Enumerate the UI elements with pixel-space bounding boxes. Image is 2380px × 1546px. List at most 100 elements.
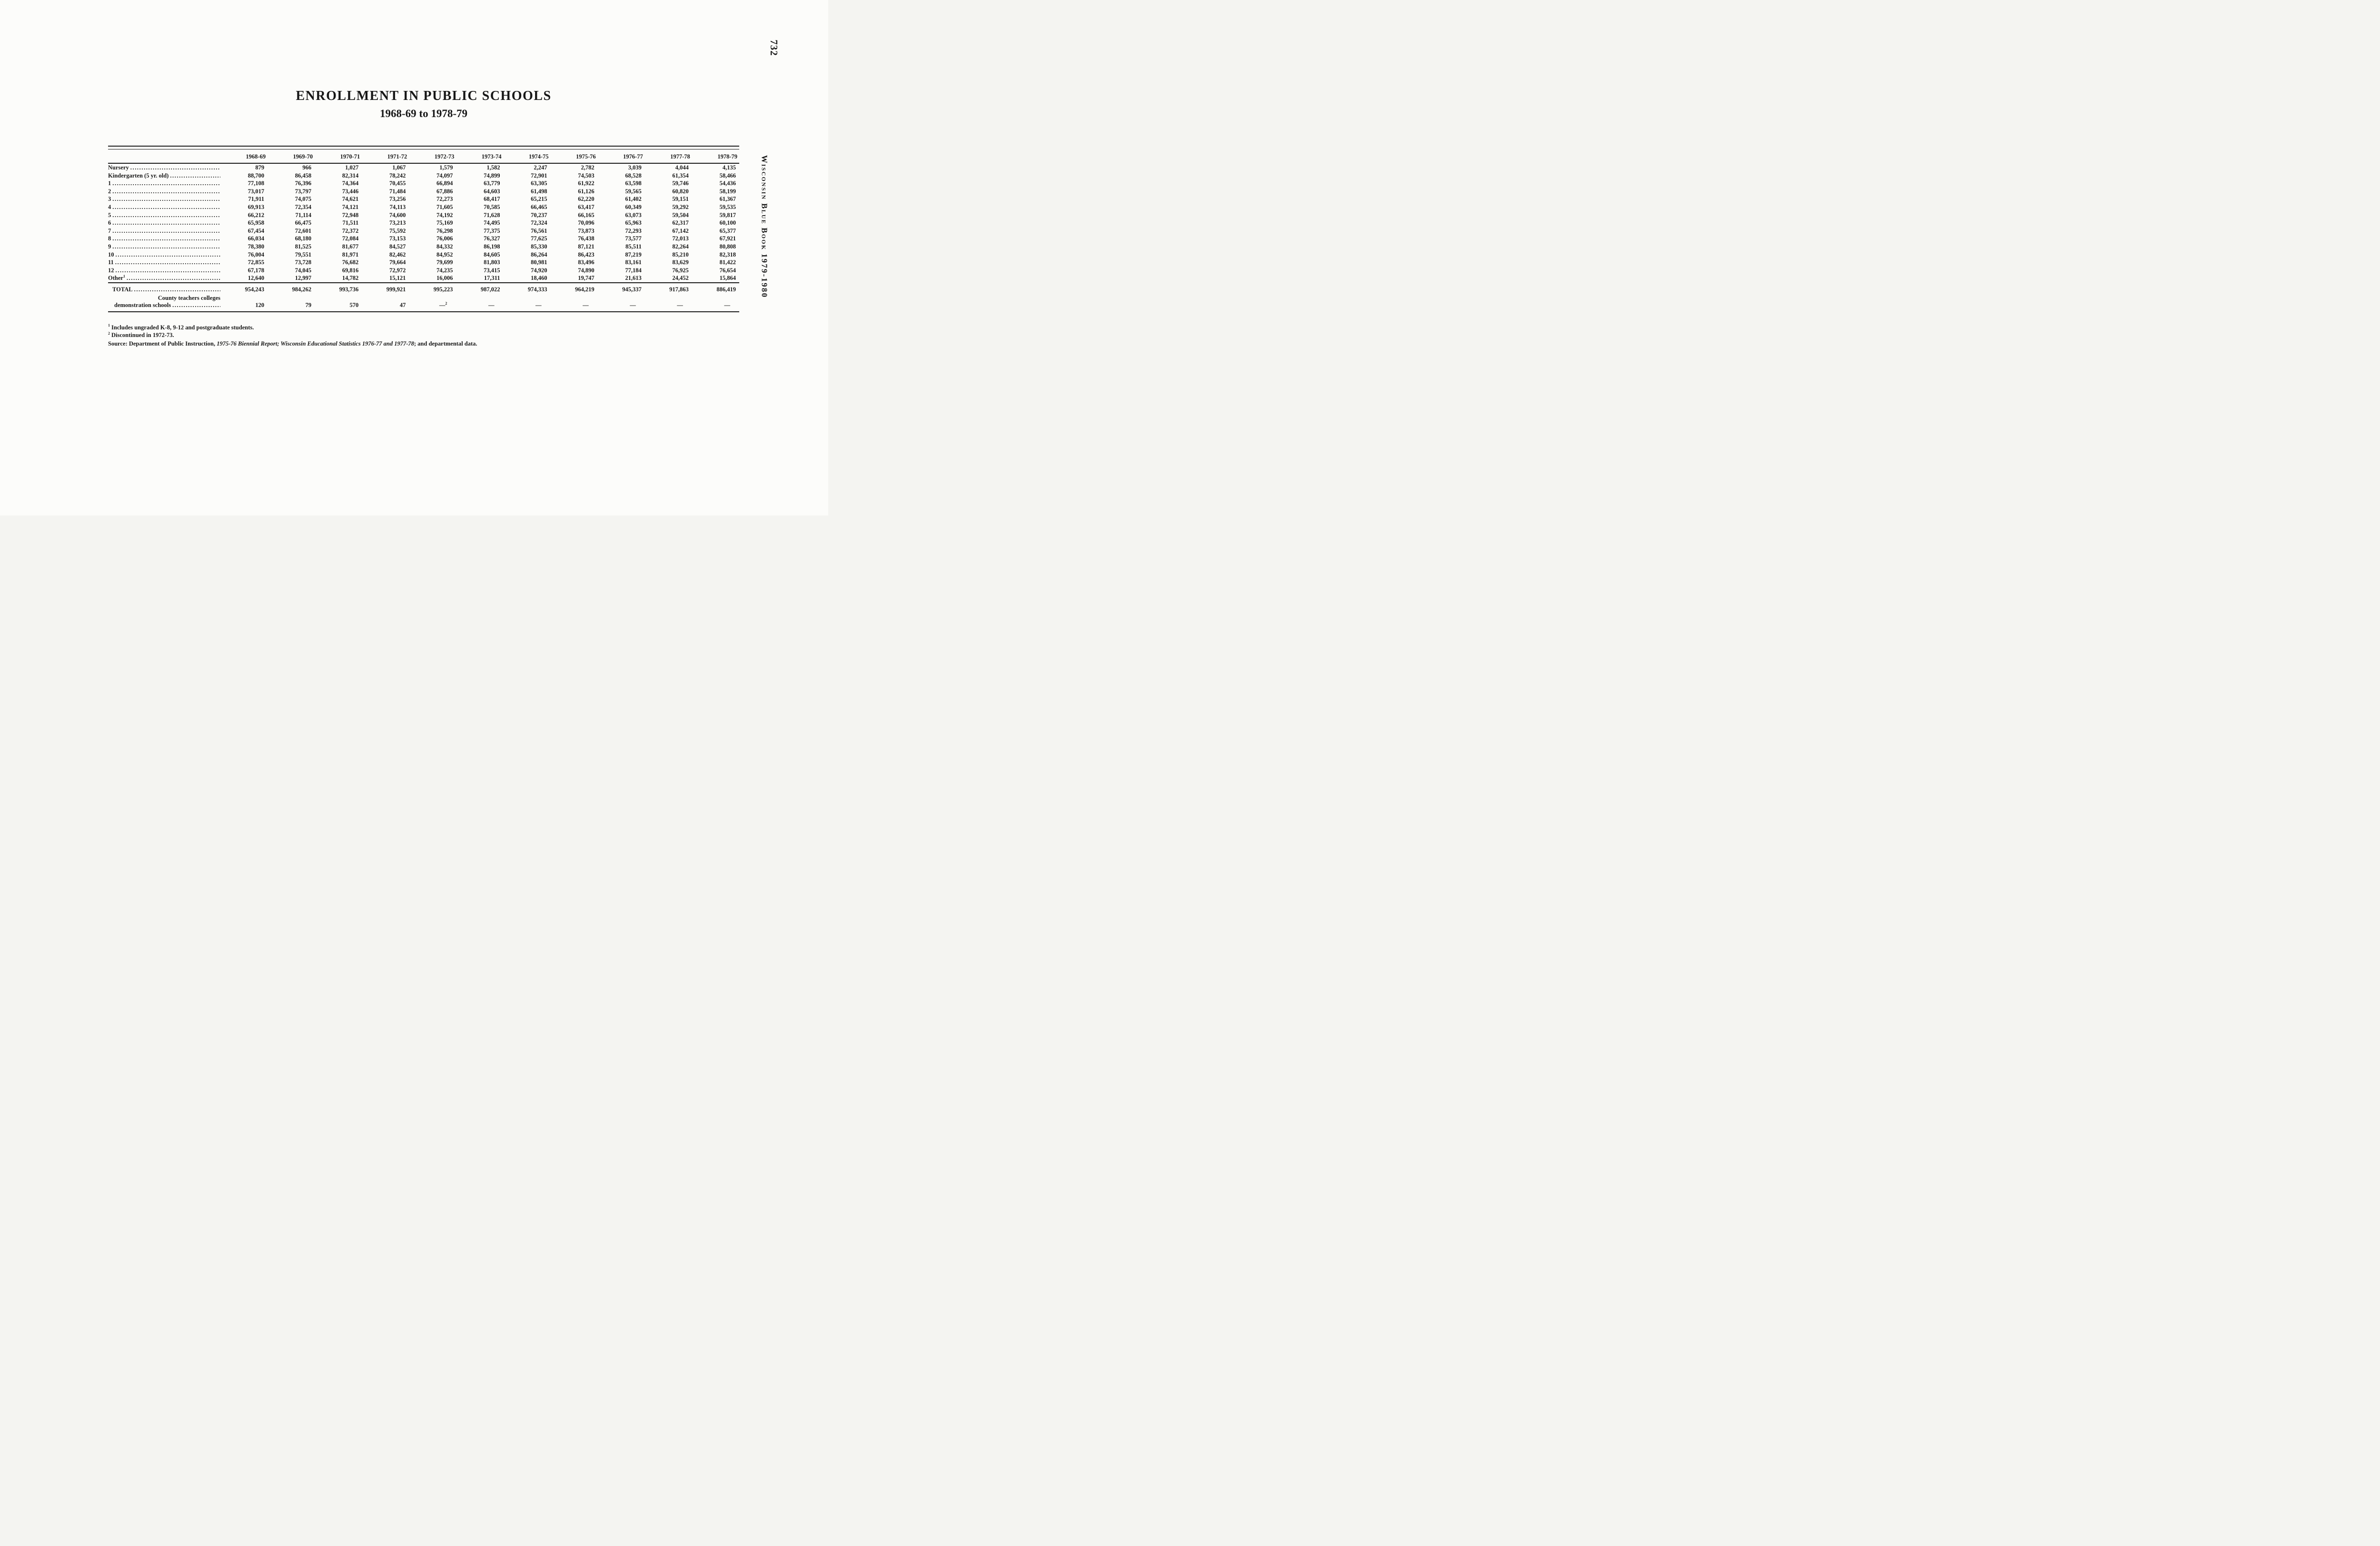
table-row: 11......................................… bbox=[108, 258, 739, 267]
row-label: 9 bbox=[108, 243, 111, 250]
table-row: 4.......................................… bbox=[108, 203, 739, 211]
cell-value: 86,458 bbox=[295, 172, 312, 179]
cell-value: 74,600 bbox=[389, 211, 406, 218]
column-header-year: 1977-78 bbox=[645, 149, 692, 164]
cell-value: 72,084 bbox=[342, 235, 359, 242]
cell-value: 2,247 bbox=[534, 164, 547, 171]
cell-value: 72,855 bbox=[248, 259, 265, 266]
cell-value: 66,465 bbox=[531, 203, 547, 210]
cell-value: 72,324 bbox=[531, 219, 547, 227]
cell-value: 69,913 bbox=[248, 203, 265, 210]
cell-value: 73,577 bbox=[625, 235, 642, 242]
table-top-rule bbox=[108, 146, 739, 149]
cell-value: 86,198 bbox=[484, 243, 500, 250]
cell-value: 65,215 bbox=[531, 196, 547, 203]
cell-value: 74,503 bbox=[578, 172, 595, 179]
cell-value: 58,199 bbox=[719, 188, 736, 195]
cell-value: 61,402 bbox=[625, 196, 642, 203]
cell-value: 74,364 bbox=[342, 180, 359, 187]
row-label: 3 bbox=[108, 196, 111, 203]
cell-value: 66,165 bbox=[578, 211, 595, 218]
dash-value: — bbox=[724, 301, 731, 308]
cell-value: 24,452 bbox=[672, 275, 689, 282]
cell-value: 87,219 bbox=[625, 251, 642, 258]
dash-value: — bbox=[677, 301, 683, 308]
cell-value: 4,135 bbox=[722, 164, 736, 171]
footnote-text: Discontinued in 1972-73. bbox=[111, 332, 174, 338]
total-label-cell: TOTAL...................................… bbox=[108, 282, 220, 295]
cell-value: 63,417 bbox=[578, 203, 595, 210]
footnote-text: Includes ungraded K-8, 9-12 and postgrad… bbox=[111, 324, 254, 331]
page-content: ENROLLMENT IN PUBLIC SCHOOLS 1968-69 to … bbox=[108, 0, 739, 348]
cell-value: 71,484 bbox=[389, 188, 406, 195]
row-label: 4 bbox=[108, 203, 111, 210]
cell-value: 75,592 bbox=[389, 227, 406, 234]
total-label: TOTAL bbox=[112, 286, 133, 293]
cell-value: 72,948 bbox=[342, 211, 359, 218]
cell-value: 59,504 bbox=[672, 211, 689, 218]
cell-value: 54,436 bbox=[719, 180, 736, 187]
cell-value: 76,654 bbox=[719, 267, 736, 274]
cell-value: 61,922 bbox=[578, 180, 595, 187]
cell-value: 72,972 bbox=[389, 267, 406, 274]
cell-value: 67,921 bbox=[719, 235, 736, 242]
row-label: 11 bbox=[108, 259, 114, 266]
dash-value: — bbox=[630, 301, 636, 308]
column-header-year: 1971-72 bbox=[362, 149, 409, 164]
column-header-year: 1970-71 bbox=[315, 149, 362, 164]
row-label: 8 bbox=[108, 235, 111, 242]
total-cell-value: 945,337 bbox=[597, 282, 645, 295]
table-row: Nursery.................................… bbox=[108, 163, 739, 172]
row-label-cell: 10......................................… bbox=[108, 251, 220, 259]
cell-value: 75,169 bbox=[436, 219, 453, 227]
cell-value: 77,625 bbox=[531, 235, 547, 242]
cell-value: 83,496 bbox=[578, 259, 595, 266]
cell-value: 73,256 bbox=[389, 196, 406, 203]
dot-leader: ........................................… bbox=[112, 203, 220, 210]
cell-value: 61,367 bbox=[719, 196, 736, 203]
footnotes: 1 Includes ungraded K-8, 9-12 and postgra… bbox=[108, 324, 739, 348]
cell-value: 79,699 bbox=[436, 259, 453, 266]
cell-value: 12,997 bbox=[295, 275, 312, 282]
row-label: 6 bbox=[108, 219, 111, 227]
cell-value: 76,561 bbox=[531, 227, 547, 234]
county-cell-value: — bbox=[456, 295, 503, 312]
cell-value: 61,498 bbox=[531, 188, 547, 195]
cell-value: 17,311 bbox=[484, 275, 500, 282]
cell-value: 81,971 bbox=[342, 251, 359, 258]
county-cell-value: 570 bbox=[349, 301, 359, 308]
cell-value: 61,126 bbox=[578, 188, 595, 195]
page-number: 732 bbox=[768, 40, 780, 56]
cell-value: 58,466 bbox=[719, 172, 736, 179]
cell-value: 73,153 bbox=[389, 235, 406, 242]
total-cell-value: 954,243 bbox=[220, 282, 268, 295]
row-label: 12 bbox=[108, 267, 114, 274]
cell-value: 62,317 bbox=[672, 219, 689, 227]
source-prefix: Source: Department of Public Instruction… bbox=[108, 340, 217, 347]
column-header-year: 1968-69 bbox=[220, 149, 268, 164]
row-label: 2 bbox=[108, 188, 111, 195]
cell-value: 74,899 bbox=[484, 172, 500, 179]
cell-value: 19,747 bbox=[578, 275, 595, 282]
cell-value: 72,013 bbox=[672, 235, 689, 242]
row-label-cell: Kindergarten (5 yr. old)................… bbox=[108, 172, 220, 180]
cell-value: 72,354 bbox=[295, 203, 312, 210]
cell-value: 82,264 bbox=[672, 243, 689, 250]
cell-value: 73,446 bbox=[342, 188, 359, 195]
cell-value: 64,603 bbox=[484, 188, 500, 195]
cell-value: 74,121 bbox=[342, 203, 359, 210]
cell-value: 72,901 bbox=[531, 172, 547, 179]
total-cell-value: 993,736 bbox=[315, 282, 362, 295]
column-header-year: 1978-79 bbox=[692, 149, 739, 164]
cell-value: 67,886 bbox=[436, 188, 453, 195]
cell-value: 68,528 bbox=[625, 172, 642, 179]
cell-value: 73,213 bbox=[389, 219, 406, 227]
table-row: 2.......................................… bbox=[108, 188, 739, 196]
cell-value: 1,582 bbox=[486, 164, 500, 171]
cell-value: 60,349 bbox=[625, 203, 642, 210]
cell-value: 3,039 bbox=[628, 164, 642, 171]
cell-value: 72,601 bbox=[295, 227, 312, 234]
dash-value: — bbox=[488, 301, 495, 308]
dash-value: — bbox=[583, 301, 589, 308]
footnote-marker: 2 bbox=[108, 331, 110, 336]
